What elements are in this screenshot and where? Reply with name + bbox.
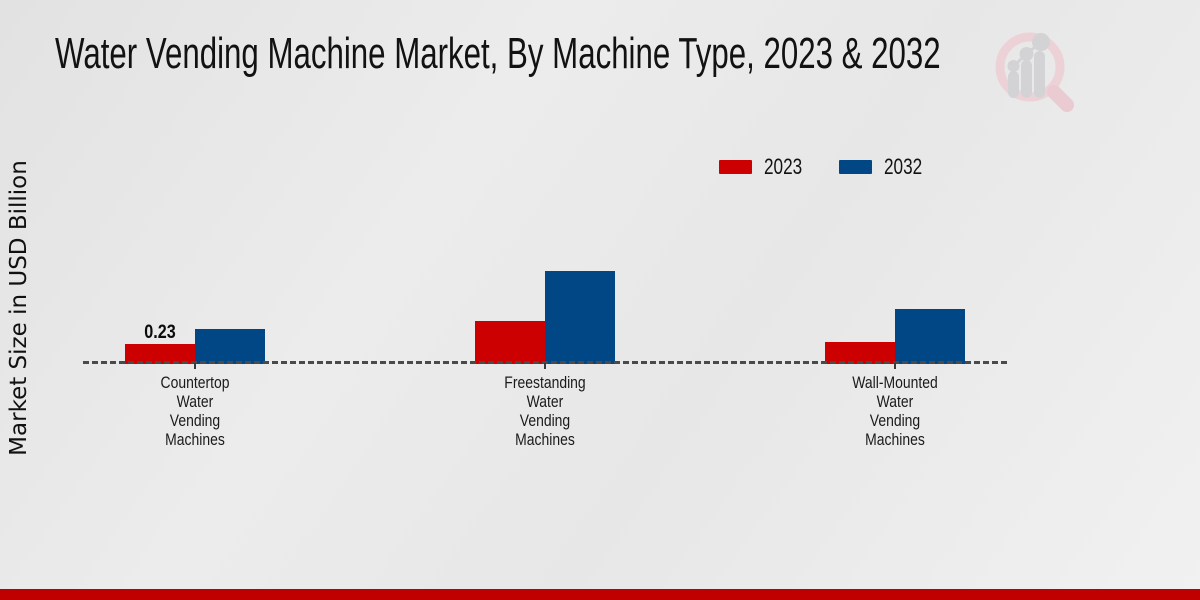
- bar-2023-category-1: [125, 344, 195, 364]
- legend-swatch-2032: [838, 160, 872, 174]
- legend-item-2023: 2023: [719, 154, 813, 179]
- bar-2023-category-2: [475, 321, 545, 364]
- x-axis-tick: [194, 363, 196, 369]
- category-label-2: Freestanding Water Vending Machines: [504, 373, 586, 449]
- zero-baseline: [83, 361, 1007, 364]
- legend-label-2032: 2032: [883, 154, 923, 179]
- bar-2032-category-2: [545, 271, 615, 364]
- bar-2032-category-1: [195, 329, 265, 364]
- bar-2023-category-3: [825, 342, 895, 364]
- category-label-3: Wall-Mounted Water Vending Machines: [852, 373, 938, 449]
- bar-value-label: 0.23: [144, 322, 176, 343]
- legend-swatch-2023: [719, 160, 752, 174]
- x-axis-tick: [544, 363, 546, 369]
- y-axis-label: Market Size in USD Billion: [6, 160, 32, 456]
- legend-item-2032: 2032: [838, 154, 933, 179]
- chart-legend: 2023 2032: [719, 154, 933, 179]
- chart-title: Water Vending Machine Market, By Machine…: [55, 29, 941, 78]
- category-label-1: Countertop Water Vending Machines: [160, 373, 230, 449]
- x-axis-tick: [894, 363, 896, 369]
- footer-accent-band: [0, 589, 1200, 600]
- legend-label-2023: 2023: [764, 154, 803, 179]
- bar-2032-category-3: [895, 309, 965, 364]
- magnifier-bar-chart-logo-icon: [995, 32, 1074, 112]
